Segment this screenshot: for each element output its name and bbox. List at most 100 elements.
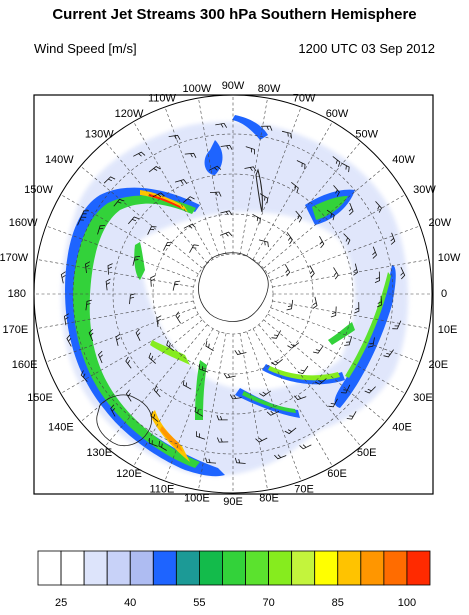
- wind-barb: [274, 454, 287, 460]
- wind-barb: [332, 156, 341, 167]
- colorbar-swatch: [222, 550, 246, 586]
- wind-barb: [216, 415, 228, 421]
- colorbar-tick-label: 70: [262, 597, 275, 609]
- wind-barb: [125, 389, 132, 402]
- wind-barb: [174, 179, 188, 184]
- units-label: Wind Speed [m/s]: [34, 41, 137, 56]
- colorbar-swatch: [106, 550, 131, 586]
- wind-barb: [220, 210, 233, 216]
- wind-barb: [196, 431, 206, 440]
- wind-barb: [229, 394, 242, 400]
- jet-core-east-green: [345, 272, 391, 378]
- wind-barb: [205, 341, 214, 352]
- wind-barb: [220, 144, 233, 150]
- wind-barb: [271, 330, 282, 339]
- wind-barb: [296, 160, 306, 170]
- wind-barb: [390, 232, 396, 245]
- meridian-line: [258, 324, 362, 447]
- wind-barb: [282, 130, 292, 139]
- wind-barb: [266, 410, 280, 416]
- colorbar-swatch: [199, 550, 223, 586]
- colorbar-swatch: [360, 550, 385, 586]
- meridian-line: [104, 324, 208, 447]
- longitude-label: 90W: [222, 80, 245, 92]
- wind-barb: [208, 165, 222, 171]
- meridian-line: [246, 106, 302, 257]
- jet-core-south-america: [232, 115, 268, 140]
- longitude-label: 10E: [438, 324, 458, 336]
- meridian-line: [252, 328, 333, 467]
- longitude-label: 0: [441, 288, 447, 300]
- wind-barb: [223, 373, 236, 379]
- wind-barb: [309, 265, 315, 278]
- wind-barb: [294, 395, 307, 401]
- colorbar-swatch: [37, 550, 62, 586]
- wind-barb: [133, 151, 146, 157]
- longitude-label: 160W: [9, 217, 38, 229]
- wind-barb: [156, 315, 162, 328]
- wind-barb: [105, 278, 111, 291]
- longitude-label: 180: [8, 288, 26, 300]
- meridian-line: [133, 121, 214, 260]
- wind-barb: [175, 311, 181, 324]
- wind-barb: [183, 196, 195, 203]
- wind-barb: [259, 193, 269, 204]
- wind-barb: [199, 364, 209, 373]
- longitude-label: 140E: [48, 422, 74, 434]
- wind-barb: [341, 162, 350, 173]
- colorbar-tick-label: 100: [397, 597, 417, 609]
- wind-barbs: [60, 122, 406, 464]
- longitude-label: 40E: [392, 422, 412, 434]
- meridian-line: [246, 331, 302, 482]
- meridian-line: [198, 333, 227, 491]
- colorbar-tick-label: 40: [124, 597, 137, 609]
- wind-barb: [189, 244, 199, 253]
- meridian-line: [104, 141, 208, 264]
- meridian-line: [45, 307, 196, 363]
- longitude-label: 20W: [429, 217, 452, 229]
- wind-barb: [183, 223, 196, 229]
- latitude-circle-10s: [72, 133, 394, 455]
- longitude-label: 60E: [327, 468, 347, 480]
- jet-maximum-pacific-core: [148, 194, 182, 209]
- meridian-line: [80, 319, 203, 423]
- wind-barb: [166, 340, 174, 352]
- wind-barb: [125, 356, 132, 369]
- wind-barb: [346, 411, 357, 420]
- wind-barb: [103, 176, 116, 184]
- wind-barb: [153, 385, 161, 398]
- wind-barb: [97, 225, 106, 235]
- antarctica-coastline: [198, 252, 269, 322]
- longitude-label: 80E: [259, 493, 279, 505]
- map-title: Current Jet Streams 300 hPa Southern Hem…: [52, 6, 417, 23]
- meridian-line: [60, 194, 199, 275]
- meridian-line: [198, 97, 227, 255]
- meridian-line: [164, 106, 220, 257]
- wind-barb: [354, 302, 360, 314]
- colorbar-swatch: [291, 550, 316, 586]
- wind-barb: [284, 264, 291, 277]
- meridian-line: [239, 333, 268, 491]
- wind-barb: [376, 295, 383, 308]
- jet-core-south-indian-green: [268, 366, 340, 381]
- map-frame: [33, 94, 434, 495]
- meridian-line: [60, 313, 199, 394]
- wind-barb: [98, 350, 103, 364]
- wind-barb: [85, 299, 92, 311]
- wind-barb: [66, 334, 72, 347]
- wind-barb: [258, 239, 269, 248]
- wind-barb: [113, 198, 125, 207]
- longitude-label: 130W: [85, 129, 114, 141]
- wind-barb: [372, 246, 377, 259]
- valid-time-label: 1200 UTC 03 Sep 2012: [298, 41, 435, 56]
- latitude-circle-50s: [152, 213, 314, 375]
- wind-barb: [148, 352, 156, 364]
- wind-barb: [152, 192, 165, 198]
- australia-coastline: [96, 394, 152, 447]
- wind-barb: [295, 210, 303, 223]
- colorbar-swatch: [83, 550, 108, 586]
- jet-core-kerguelen-green: [242, 391, 296, 413]
- longitude-label: 40W: [392, 154, 415, 166]
- longitude-label: 50W: [355, 129, 378, 141]
